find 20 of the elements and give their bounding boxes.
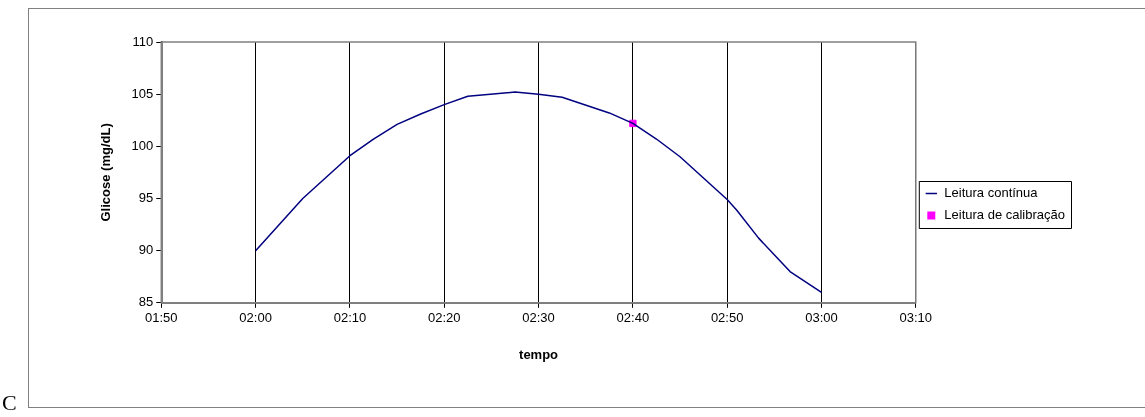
x-axis-title: tempo xyxy=(519,346,559,362)
y-tick-label: 105 xyxy=(131,85,154,101)
legend-label: Leitura de calibração xyxy=(944,207,1066,223)
x-tick-label: 01:50 xyxy=(145,310,178,326)
y-tick-label: 85 xyxy=(138,294,154,310)
text: C xyxy=(2,390,17,415)
x-tick-label: 03:00 xyxy=(805,310,838,326)
y-tick-label: 95 xyxy=(138,190,154,206)
x-tick-label: 02:40 xyxy=(616,310,650,326)
x-tick-label: 02:50 xyxy=(710,310,744,326)
x-tick-label: 02:30 xyxy=(522,310,555,326)
x-tick-label: 02:10 xyxy=(333,310,367,326)
y-tick-label: 110 xyxy=(132,33,154,49)
x-tick-label: 02:20 xyxy=(427,310,461,326)
x-tick-label: 03:10 xyxy=(899,310,933,326)
y-axis-title: Glicose (mg/dL) xyxy=(98,123,114,222)
y-tick-label: 100 xyxy=(131,137,154,153)
x-tick-label: 02:00 xyxy=(239,310,272,326)
legend-label: Leitura contínua xyxy=(944,185,1039,201)
y-tick-label: 90 xyxy=(138,242,154,258)
